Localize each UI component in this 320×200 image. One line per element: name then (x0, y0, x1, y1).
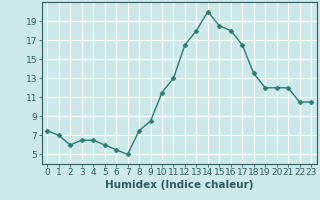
X-axis label: Humidex (Indice chaleur): Humidex (Indice chaleur) (105, 180, 253, 190)
